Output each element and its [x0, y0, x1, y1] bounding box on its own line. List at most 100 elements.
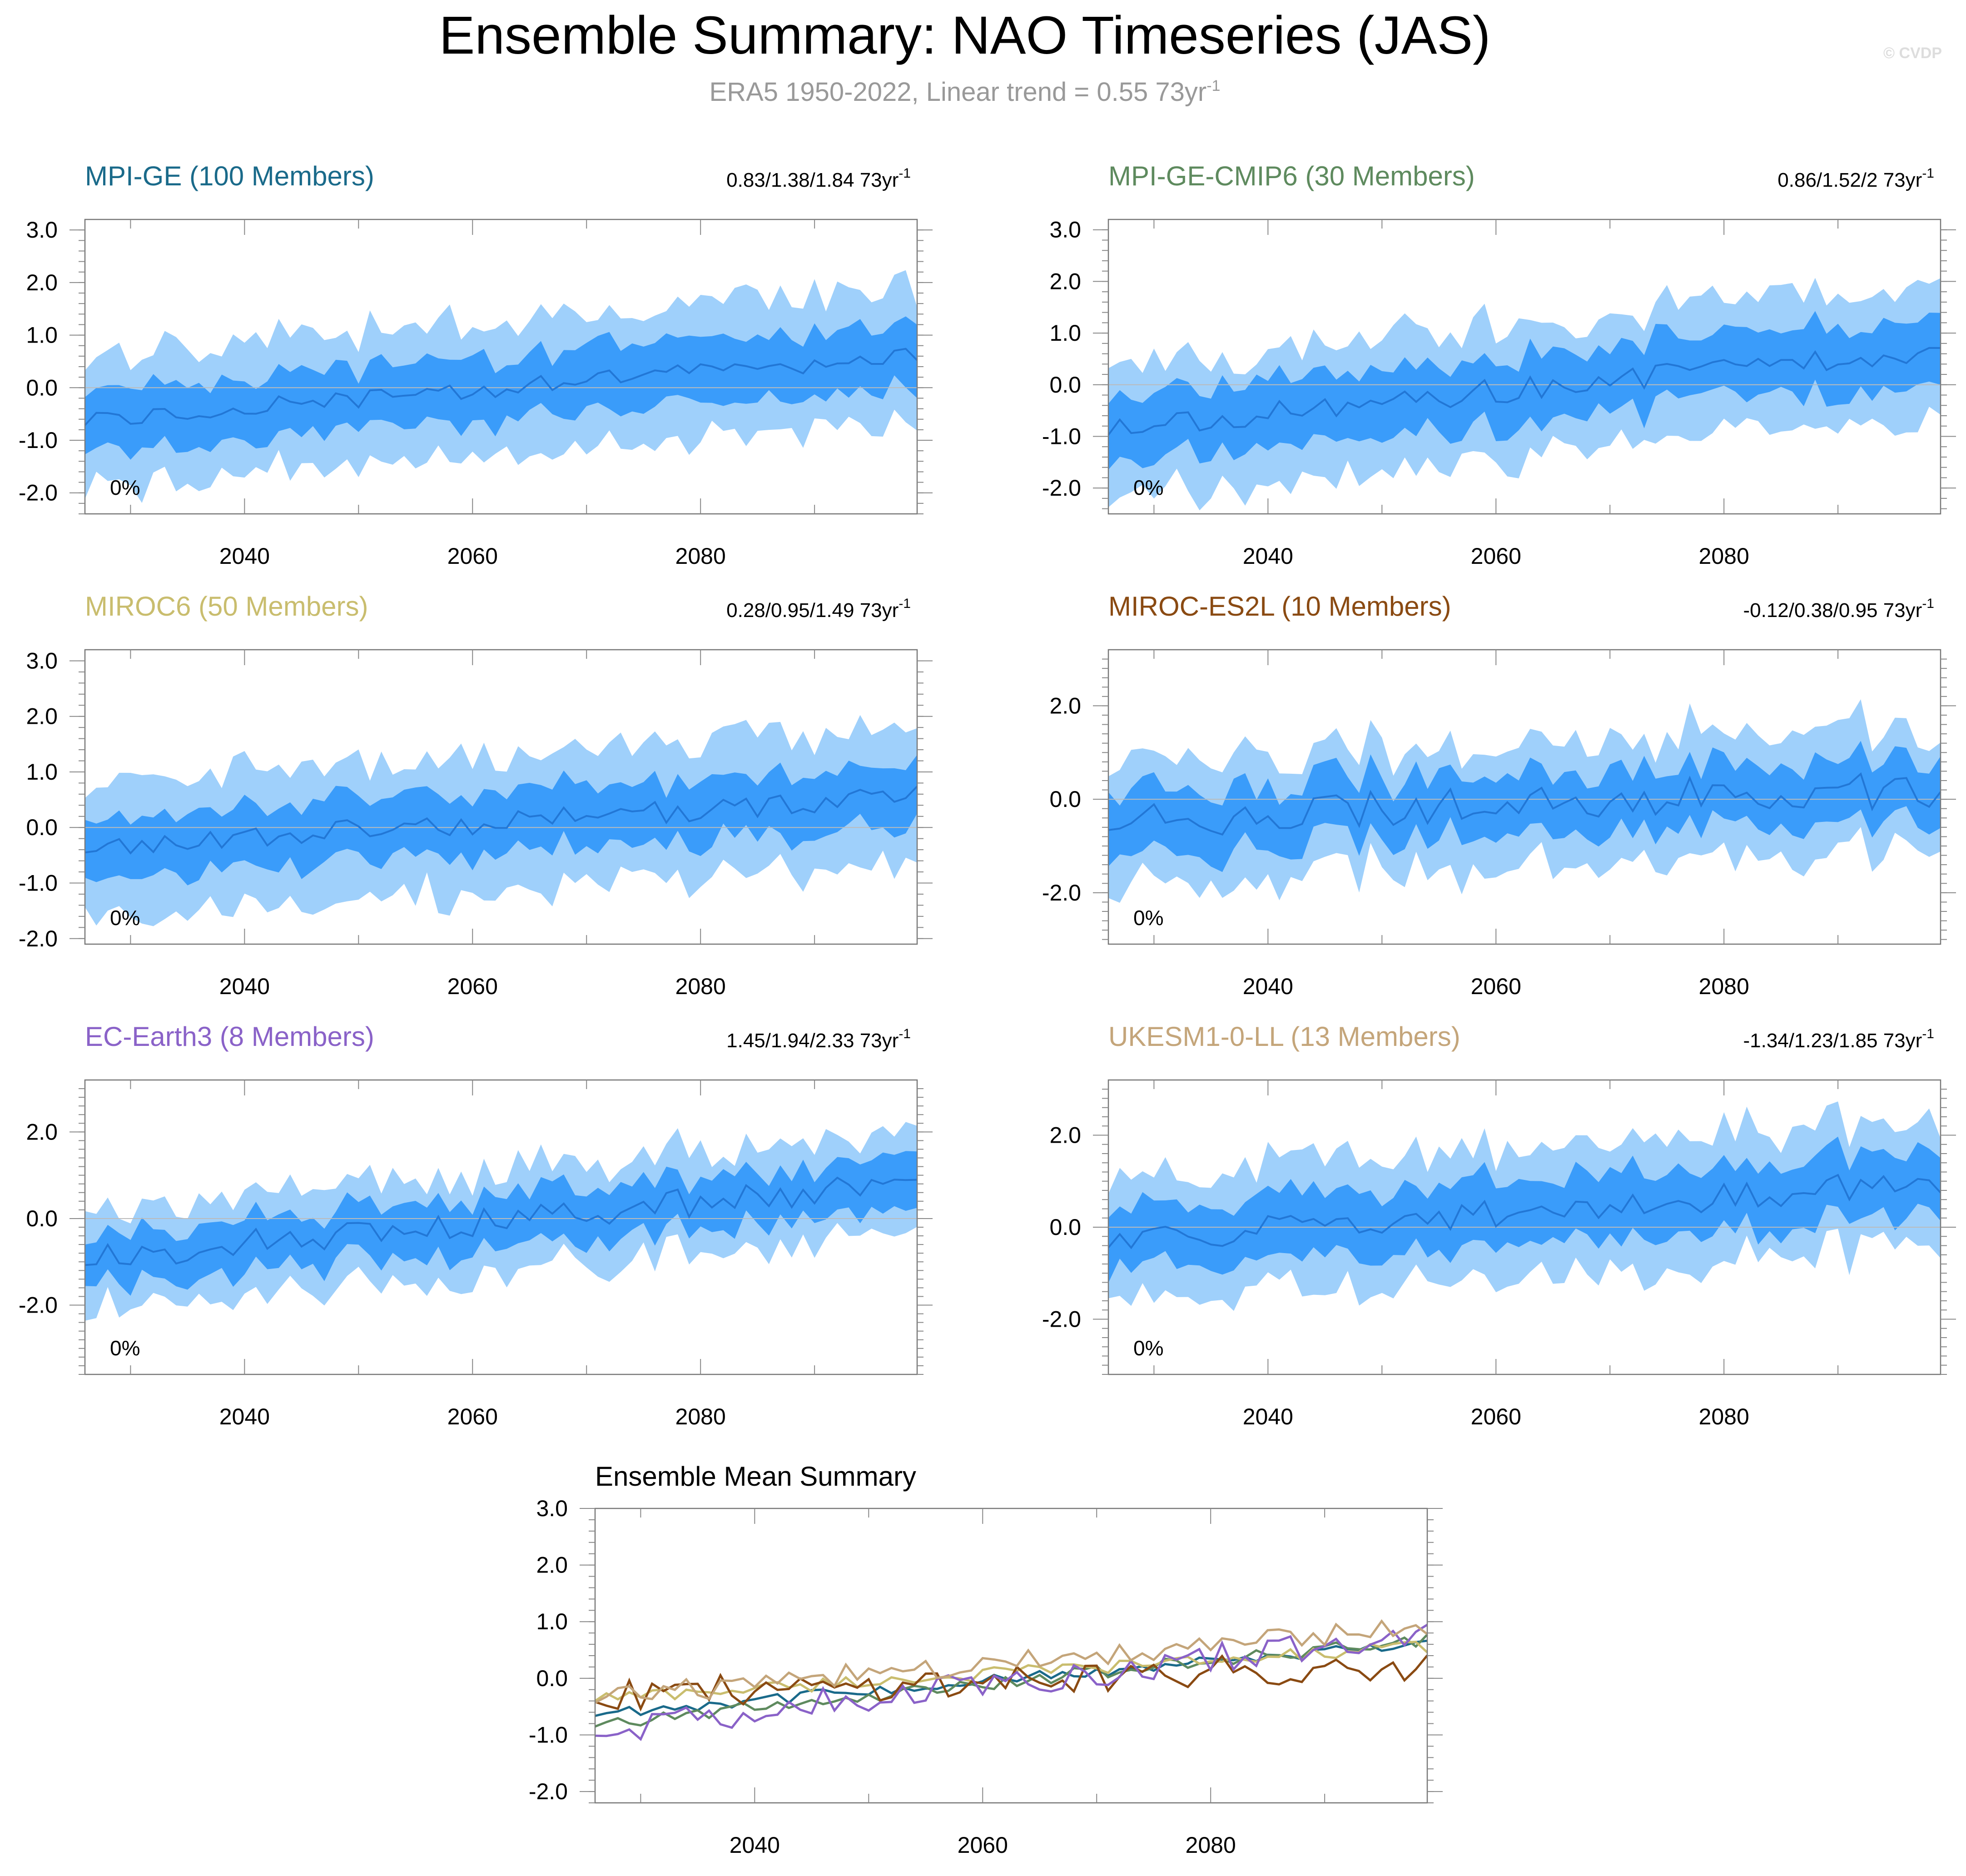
y-tick-label: 1.0: [536, 1609, 568, 1634]
ensemble-mean-line: [84, 348, 918, 426]
y-tick-label: 1.0: [26, 323, 58, 348]
percent-label: 0%: [110, 476, 140, 499]
panels: MPI-GE (100 Members) 0.83/1.38/1.84 73yr-…: [19, 161, 1956, 1858]
x-tick-label: 2040: [219, 1404, 270, 1429]
y-tick-label: 3.0: [536, 1496, 568, 1521]
series-line-5: [595, 1623, 1428, 1741]
band-inner: [85, 755, 917, 886]
ensemble-mean-line: [1107, 1174, 1941, 1249]
y-tick-label: 2.0: [26, 270, 58, 295]
y-tick-label: 2.0: [1049, 269, 1081, 294]
y-tick-label: -2.0: [1042, 880, 1081, 906]
y-tick-label: 2.0: [1049, 1123, 1081, 1148]
y-tick-label: 3.0: [1049, 217, 1081, 243]
ensemble-mean-line: [1107, 347, 1941, 436]
y-tick-label: 0.0: [1049, 786, 1081, 812]
series-line-3: [594, 1641, 1428, 1702]
x-tick-label: 2060: [1471, 1404, 1521, 1429]
series-line-6: [594, 1619, 1428, 1704]
y-tick-label: 0.0: [26, 375, 58, 400]
y-tick-label: 2.0: [26, 1119, 58, 1145]
y-tick-label: 3.0: [26, 217, 58, 243]
y-tick-label: 0.0: [1049, 1214, 1081, 1240]
y-tick-label: 0.0: [26, 1206, 58, 1231]
x-tick-label: 2080: [1699, 974, 1749, 999]
y-tick-label: 1.0: [1049, 320, 1081, 346]
trend-label: 1.45/1.94/2.33 73yr-1: [726, 1026, 911, 1052]
x-tick-label: 2040: [1243, 974, 1293, 999]
band-inner: [1108, 311, 1941, 470]
panel-title: MPI-GE (100 Members): [85, 161, 374, 191]
ensemble-mean-line: [1108, 772, 1941, 836]
panel-miroc-es2l: MIROC-ES2L (10 Members) -0.12/0.38/0.95 7…: [1042, 591, 1956, 999]
y-tick-label: 2.0: [1049, 693, 1081, 718]
y-tick-label: -2.0: [19, 926, 58, 951]
y-tick-label: -1.0: [529, 1722, 568, 1747]
cvdp-watermark: © CVDP: [1883, 45, 1942, 62]
band-inner: [1108, 741, 1941, 872]
y-tick-label: -1.0: [19, 871, 58, 896]
y-tick-label: 3.0: [26, 648, 58, 673]
y-tick-label: 0.0: [1049, 372, 1081, 398]
x-tick-label: 2080: [1186, 1832, 1236, 1858]
panel-title: MPI-GE-CMIP6 (30 Members): [1108, 161, 1475, 191]
trend-label: 0.83/1.38/1.84 73yr-1: [726, 166, 911, 191]
y-tick-label: -2.0: [1042, 475, 1081, 501]
x-tick-label: 2060: [1471, 543, 1521, 569]
plot-frame: [1107, 219, 1941, 515]
trend-label: 0.86/1.52/2 73yr-1: [1777, 166, 1934, 191]
x-tick-label: 2040: [730, 1832, 780, 1858]
trend-label: 0.28/0.95/1.49 73yr-1: [726, 596, 911, 622]
series-line-2: [595, 1633, 1428, 1728]
x-tick-label: 2060: [447, 974, 498, 999]
y-tick-label: 2.0: [26, 704, 58, 729]
plot-frame: [1107, 649, 1941, 945]
y-tick-label: -1.0: [1042, 423, 1081, 449]
panel-ec-earth3: EC-Earth3 (8 Members) 1.45/1.94/2.33 73yr…: [19, 1021, 933, 1429]
trend-label: -0.12/0.38/0.95 73yr-1: [1743, 596, 1934, 622]
x-tick-label: 2040: [219, 974, 270, 999]
panel-ukesm1-0-ll: UKESM1-0-LL (13 Members) -1.34/1.23/1.85 …: [1042, 1021, 1956, 1429]
percent-label: 0%: [110, 906, 140, 930]
panel-title: MIROC-ES2L (10 Members): [1108, 591, 1451, 622]
x-tick-label: 2040: [1243, 543, 1293, 569]
y-tick-label: -1.0: [19, 428, 58, 453]
ensemble-mean-line: [84, 1176, 918, 1266]
x-tick-label: 2080: [675, 974, 726, 999]
percent-label: 0%: [110, 1336, 140, 1360]
x-tick-label: 2060: [958, 1832, 1008, 1858]
ensemble-mean-line: [84, 786, 918, 855]
y-tick-label: -2.0: [1042, 1307, 1081, 1332]
y-tick-label: -2.0: [19, 480, 58, 506]
y-tick-label: 2.0: [536, 1553, 568, 1578]
panel-mpi-ge: MPI-GE (100 Members) 0.83/1.38/1.84 73yr-…: [19, 161, 933, 569]
x-tick-label: 2080: [1699, 1404, 1749, 1429]
panel-ensemble-mean-summary: Ensemble Mean Summary 3.0 2.0 1.0 0.0 -1.0 -2.…: [529, 1461, 1443, 1858]
y-tick-label: -2.0: [19, 1293, 58, 1318]
x-tick-label: 2060: [447, 543, 498, 569]
percent-label: 0%: [1133, 476, 1163, 499]
panel-title: UKESM1-0-LL (13 Members): [1108, 1021, 1460, 1052]
x-tick-label: 2080: [1699, 543, 1749, 569]
x-tick-label: 2040: [219, 543, 270, 569]
y-tick-label: 1.0: [26, 759, 58, 785]
panel-title: EC-Earth3 (8 Members): [85, 1021, 374, 1052]
figure-title: Ensemble Summary: NAO Timeseries (JAS): [439, 5, 1491, 65]
percent-label: 0%: [1133, 906, 1163, 930]
plot-frame: [84, 649, 918, 945]
panel-miroc6: MIROC6 (50 Members) 0.28/0.95/1.49 73yr-1…: [19, 591, 933, 999]
x-tick-label: 2080: [675, 1404, 726, 1429]
percent-label: 0%: [1133, 1336, 1163, 1360]
panel-title: Ensemble Mean Summary: [595, 1461, 916, 1492]
x-tick-label: 2060: [1471, 974, 1521, 999]
y-tick-label: 0.0: [536, 1666, 568, 1691]
band-inner: [85, 1151, 917, 1296]
panel-title: MIROC6 (50 Members): [85, 591, 368, 622]
x-tick-label: 2060: [447, 1404, 498, 1429]
y-tick-label: 0.0: [26, 815, 58, 840]
x-tick-label: 2080: [675, 543, 726, 569]
x-tick-label: 2040: [1243, 1404, 1293, 1429]
y-tick-label: -2.0: [529, 1779, 568, 1804]
band-inner: [1108, 1136, 1941, 1283]
